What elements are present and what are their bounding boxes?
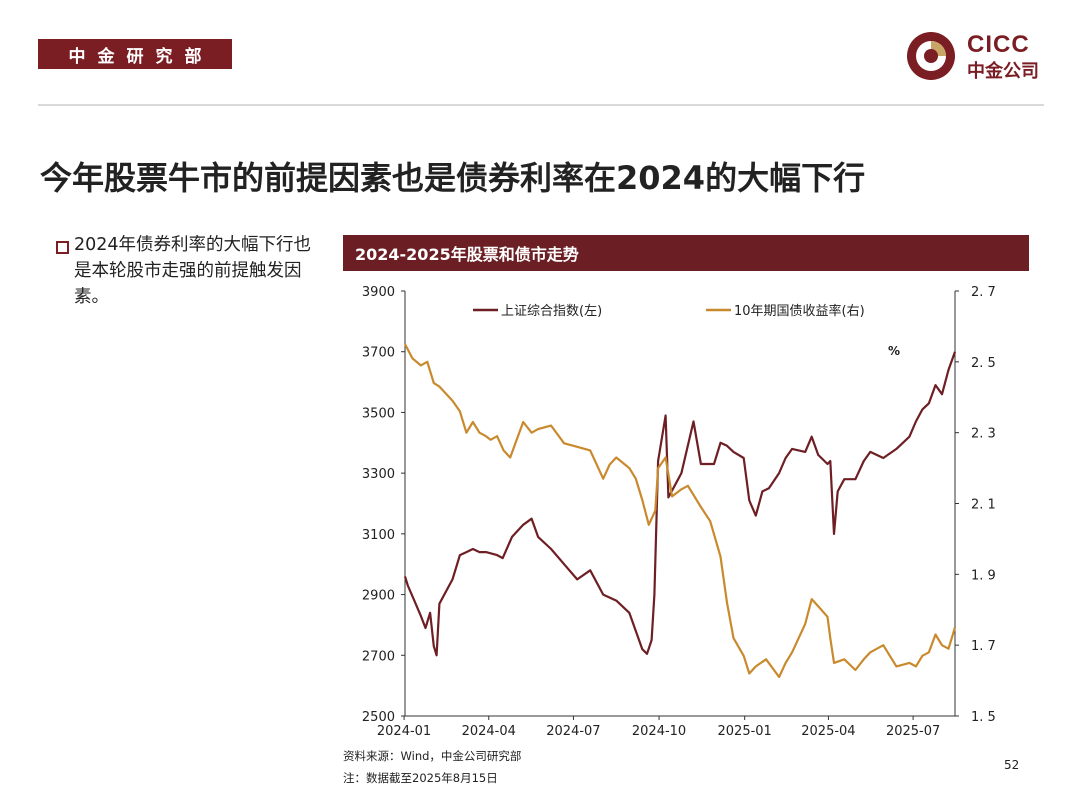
y-left-tick-label: 2900 xyxy=(362,589,395,604)
y-right-tick-label: 2. 5 xyxy=(971,356,996,371)
logo-text-cn: 中金公司 xyxy=(967,61,1039,82)
logo-text-en: CICC xyxy=(967,31,1030,58)
y-right-tick-label: 2. 3 xyxy=(971,427,996,442)
bullet-text: 2024年债券利率的大幅下行也是本轮股市走强的前提触发因素。 xyxy=(74,235,312,307)
x-tick-label: 2024-01 xyxy=(377,724,431,739)
x-tick-label: 2025-04 xyxy=(801,724,855,739)
page-title: 今年股票牛市的前提因素也是债券利率在2024的大幅下行 xyxy=(40,159,866,197)
y-right-tick-label: 2. 1 xyxy=(971,498,996,513)
x-tick-label: 2025-01 xyxy=(718,724,772,739)
x-tick-label: 2024-07 xyxy=(546,724,600,739)
y-right-tick-label: 1. 9 xyxy=(971,568,996,583)
y-left-tick-label: 3100 xyxy=(362,528,395,543)
y-right-unit: % xyxy=(888,344,900,358)
source-note: 资料来源：Wind，中金公司研究部 xyxy=(343,749,522,763)
y-left-tick-label: 3500 xyxy=(362,406,395,421)
series-line-10y-bond-yield xyxy=(404,343,957,679)
y-left-tick-label: 3300 xyxy=(362,467,395,482)
legend-label: 10年期国债收益率(右) xyxy=(734,303,865,319)
x-tick-label: 2024-04 xyxy=(462,724,516,739)
section-tag: 中金研究部 xyxy=(38,39,232,69)
y-left-tick-label: 2500 xyxy=(362,710,395,725)
x-tick-label: 2024-10 xyxy=(632,724,686,739)
y-left-tick-label: 2700 xyxy=(362,649,395,664)
cicc-logo: CICC 中金公司 xyxy=(905,28,1050,84)
y-right-tick-label: 1. 5 xyxy=(971,710,996,725)
series-line-shanghai-index xyxy=(403,351,957,657)
x-tick-label: 2025-07 xyxy=(886,724,940,739)
date-note: 注：数据截至2025年8月15日 xyxy=(343,771,498,785)
cicc-logo-icon xyxy=(907,32,955,80)
line-chart: 2500 2700 2900 3100 3300 3500 3700 3900 1. 5 1. 7… xyxy=(362,285,996,739)
y-left-tick-label: 3700 xyxy=(362,346,395,361)
bullet-square-icon xyxy=(56,241,69,254)
legend-label: 上证综合指数(左) xyxy=(501,304,602,319)
page-number: 52 xyxy=(1004,758,1020,772)
y-right-tick-label: 1. 7 xyxy=(971,639,996,654)
chart-header: 2024-2025年股票和债市走势 xyxy=(343,235,1029,271)
y-right-tick-label: 2. 7 xyxy=(971,285,996,300)
header-divider xyxy=(38,104,1044,106)
chart-header-title: 2024-2025年股票和债市走势 xyxy=(355,245,579,264)
y-left-tick-label: 3900 xyxy=(362,285,395,300)
